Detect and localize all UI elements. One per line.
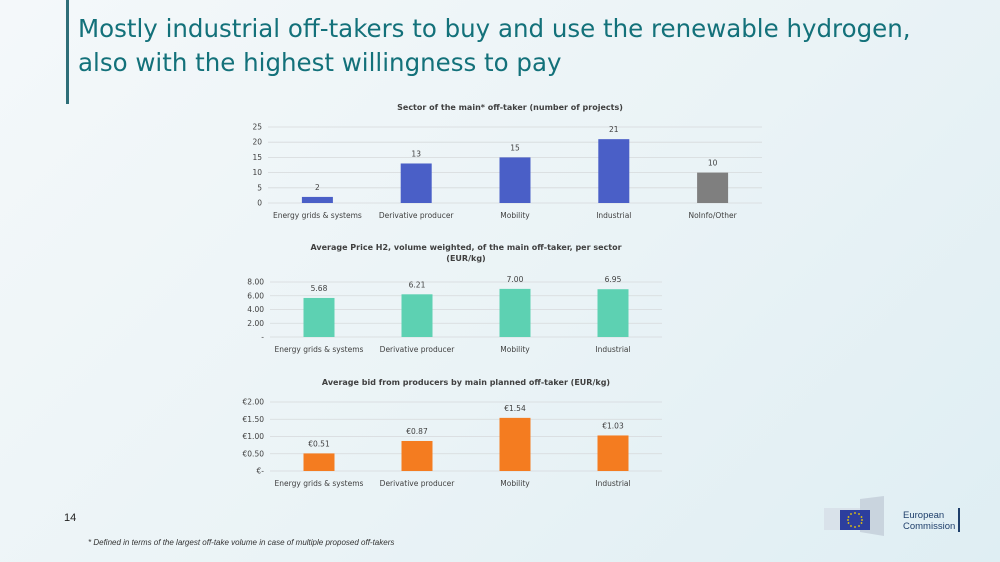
chart-sector-offtaker: Sector of the main* off-taker (number of…	[252, 103, 762, 220]
eu-stars-icon	[847, 512, 863, 528]
logo-divider	[958, 508, 960, 532]
y-tick-label: -	[261, 333, 264, 342]
y-tick-label: 2.00	[247, 319, 264, 328]
bar	[303, 297, 335, 337]
category-label: Industrial	[596, 211, 631, 220]
category-label: Energy grids & systems	[275, 479, 364, 488]
logo-text: European Commission	[903, 510, 955, 532]
bar	[499, 157, 531, 203]
bar	[499, 288, 531, 337]
bar	[597, 289, 629, 337]
y-tick-label: 8.00	[247, 278, 264, 287]
data-label: 5.68	[311, 284, 328, 293]
y-tick-label: 15	[252, 153, 262, 162]
y-tick-label: 25	[252, 123, 262, 132]
data-label: 15	[510, 143, 520, 152]
bar	[401, 294, 433, 337]
data-label: €0.87	[406, 427, 428, 436]
footnote: * Defined in terms of the largest off-ta…	[88, 538, 395, 547]
category-label: Derivative producer	[379, 211, 455, 220]
page-number: 14	[64, 512, 77, 524]
data-label: €1.54	[504, 404, 526, 413]
data-label: 7.00	[507, 275, 524, 284]
category-label: Derivative producer	[380, 345, 456, 354]
category-label: Energy grids & systems	[275, 345, 364, 354]
title-accent-bar	[66, 0, 69, 104]
chart-title-line2: (EUR/kg)	[446, 254, 485, 263]
y-tick-label: €1.50	[243, 415, 265, 424]
y-tick-label: 5	[257, 183, 262, 192]
category-label: Mobility	[500, 479, 530, 488]
logo-text-line1: European	[903, 510, 945, 521]
bar	[597, 435, 629, 471]
slide-title: Mostly industrial off-takers to buy and …	[78, 14, 911, 77]
y-tick-label: 10	[252, 168, 262, 177]
bar	[301, 196, 333, 203]
category-label: Industrial	[595, 345, 630, 354]
y-tick-label: 6.00	[247, 291, 264, 300]
european-commission-logo	[824, 496, 884, 536]
data-label: 6.95	[605, 275, 622, 284]
y-tick-label: €1.00	[243, 432, 265, 441]
bar	[401, 440, 433, 471]
y-tick-label: €0.50	[243, 449, 265, 458]
bar	[499, 417, 531, 471]
chart-title: Average Price H2, volume weighted, of th…	[310, 243, 621, 252]
data-label: €1.03	[602, 421, 624, 430]
eu-flag-icon	[840, 510, 870, 530]
category-label: NoInfo/Other	[688, 211, 737, 220]
category-label: Industrial	[595, 479, 630, 488]
bar	[697, 172, 729, 203]
data-label: 10	[708, 159, 718, 168]
chart-title: Sector of the main* off-taker (number of…	[397, 103, 623, 112]
chart-average-bid: Average bid from producers by main plann…	[243, 378, 662, 488]
y-tick-label: 4.00	[247, 305, 264, 314]
data-label: €0.51	[308, 439, 330, 448]
logo-text-line2: Commission	[903, 521, 956, 532]
y-tick-label: €-	[257, 467, 265, 476]
y-tick-label: 20	[252, 138, 262, 147]
chart-title: Average bid from producers by main plann…	[322, 378, 610, 387]
chart-average-price-h2: Average Price H2, volume weighted, of th…	[247, 243, 662, 354]
bar	[598, 139, 630, 203]
data-label: 21	[609, 125, 619, 134]
bar	[303, 453, 335, 471]
bar	[400, 163, 432, 203]
data-label: 6.21	[409, 280, 426, 289]
data-label: 2	[315, 183, 320, 192]
category-label: Energy grids & systems	[273, 211, 362, 220]
category-label: Derivative producer	[380, 479, 456, 488]
y-tick-label: €2.00	[243, 398, 265, 407]
category-label: Mobility	[500, 345, 530, 354]
y-tick-label: 0	[257, 199, 262, 208]
category-label: Mobility	[500, 211, 530, 220]
data-label: 13	[411, 149, 421, 158]
